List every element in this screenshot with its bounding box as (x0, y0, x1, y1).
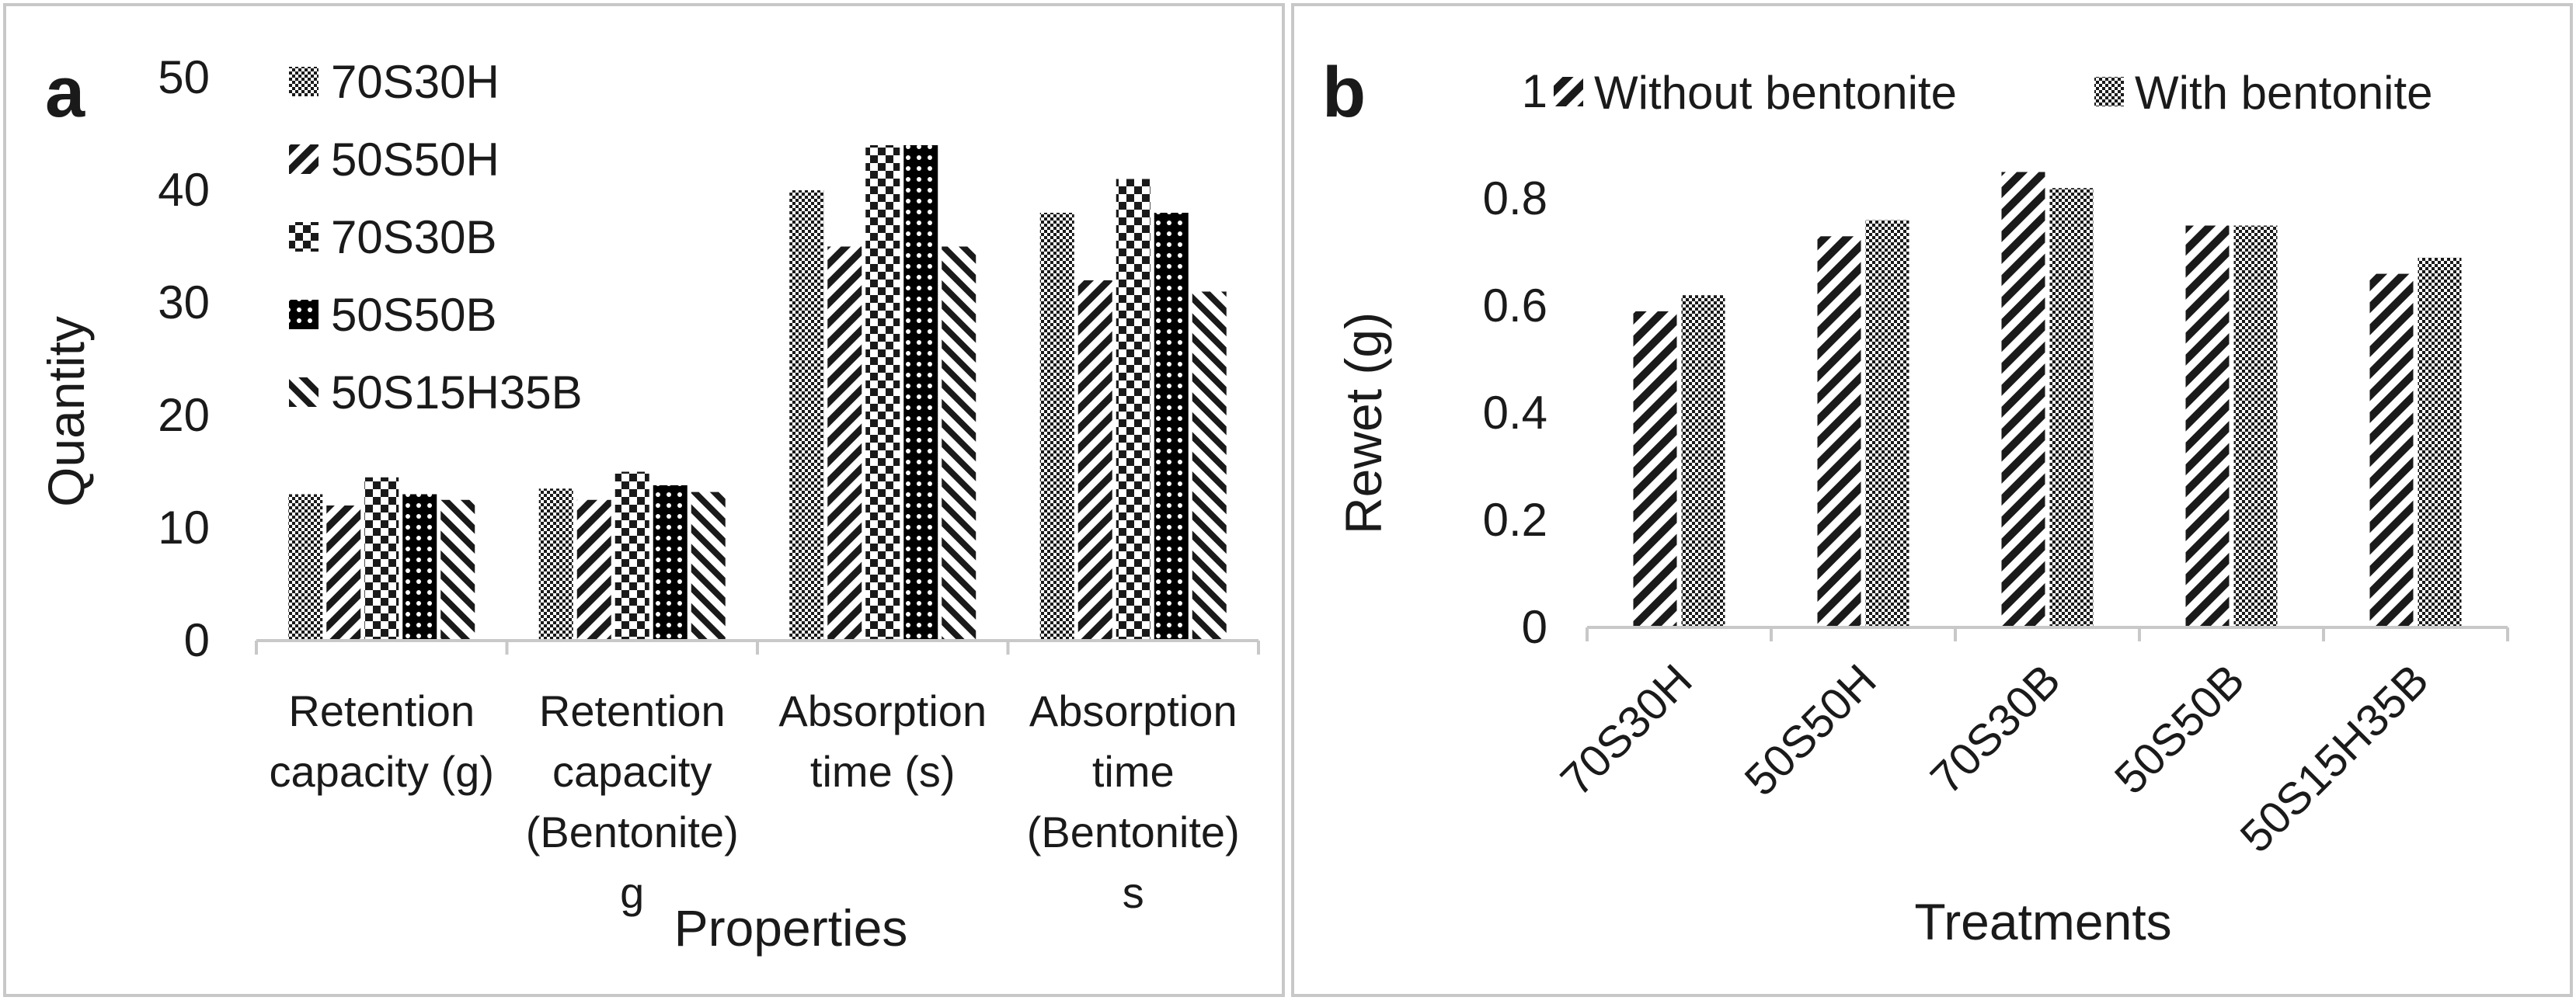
chart-panel-b: b 0 0.2 0.4 0.6 0.8 1 70S30H 50S50H 70S30B 50S50… (1288, 0, 2576, 1000)
panel-a-label: a (45, 53, 85, 132)
category-label: 70S30B (1921, 655, 2070, 804)
bar-50S50H-0 (326, 505, 361, 641)
legend-label: 50S15H35B (331, 367, 583, 419)
category-label: 50S50H (1735, 655, 1886, 805)
y-tick-label: 10 (158, 502, 210, 554)
category-label: 70S30H (1551, 655, 1702, 805)
bar-70S30H-1 (538, 488, 573, 641)
panel-b-label: b (1322, 53, 1366, 132)
category-label: 50S15H35B (2231, 655, 2438, 862)
bar-50S15H35B-3 (1192, 291, 1227, 641)
bar-Without bentonite-2 (2001, 172, 2045, 627)
chart-a-svg: a 0 10 20 30 40 50 Retention capacity (g) Reten… (3, 3, 1285, 997)
legend-label: 70S30H (331, 56, 500, 108)
legend-label: With bentonite (2135, 67, 2433, 119)
x-axis-title-b: Treatments (1914, 893, 2171, 950)
legend-swatch (1554, 77, 1583, 106)
y-tick-label: 20 (158, 389, 210, 441)
chart-panel-a: a 0 10 20 30 40 50 Retention capacity (g) Reten… (0, 0, 1288, 1000)
bar-70S30H-0 (288, 494, 323, 641)
y-tick-label: 0 (1522, 601, 1547, 653)
bar-50S50B-3 (1154, 213, 1189, 641)
bar-Without bentonite-0 (1633, 311, 1677, 627)
category-label: capacity (552, 747, 712, 796)
bar-50S15H35B-2 (942, 246, 976, 641)
category-label: g (620, 868, 644, 917)
category-label: 50S50B (2105, 655, 2254, 804)
y-tick-label: 30 (158, 276, 210, 328)
category-label: s (1123, 868, 1144, 917)
bar-50S50H-2 (827, 246, 862, 641)
category-label: Retention (539, 686, 726, 735)
category-label: capacity (g) (270, 747, 494, 796)
category-label: Absorption (1029, 686, 1238, 735)
bar-With bentonite-2 (2049, 188, 2094, 627)
legend-swatch (289, 222, 319, 252)
bar-50S15H35B-0 (440, 499, 475, 641)
bar-70S30B-3 (1116, 179, 1150, 641)
bar-Without bentonite-4 (2369, 273, 2414, 627)
bar-70S30B-1 (614, 471, 649, 641)
category-label: time (1092, 747, 1175, 796)
y-axis-title-b: Rewet (g) (1335, 312, 1392, 534)
bar-70S30B-0 (364, 477, 399, 641)
y-tick-label: 0 (184, 614, 210, 666)
chart-b-svg: b 0 0.2 0.4 0.6 0.8 1 70S30H 50S50H 70S30B 50S50… (1291, 3, 2573, 997)
category-label: (Bentonite) (1027, 808, 1240, 856)
bar-70S30H-2 (789, 190, 824, 641)
y-tick-label: 40 (158, 164, 210, 216)
legend-label: 70S30B (331, 211, 497, 263)
y-tick-label: 0.2 (1483, 494, 1547, 546)
category-label: (Bentonite) (526, 808, 739, 856)
bar-With bentonite-1 (1865, 220, 1909, 628)
bar-50S50B-1 (653, 485, 688, 641)
legend-label: 50S50H (331, 134, 500, 186)
y-tick-label: 0.8 (1483, 172, 1547, 224)
bar-With bentonite-0 (1681, 295, 1725, 627)
bar-50S50H-1 (576, 499, 611, 641)
bar-Without bentonite-1 (1817, 236, 1861, 627)
legend-label: 50S50B (331, 289, 497, 341)
legend-swatch (289, 144, 319, 174)
bar-50S50H-3 (1077, 280, 1112, 641)
bar-With bentonite-3 (2233, 225, 2278, 627)
category-label: Retention (288, 686, 475, 735)
bar-70S30B-2 (865, 145, 900, 641)
x-axis-title-a: Properties (674, 899, 908, 957)
bar-70S30H-3 (1039, 213, 1074, 641)
legend-swatch (289, 300, 319, 329)
bar-50S15H35B-1 (691, 492, 726, 641)
legend-swatch (289, 67, 319, 96)
bar-Without bentonite-3 (2185, 225, 2230, 627)
y-tick-label: 1 (1522, 65, 1547, 117)
panel-a-border (3, 3, 1285, 997)
y-tick-label: 0.6 (1483, 280, 1547, 332)
category-label: time (s) (810, 747, 956, 796)
legend-label: Without bentonite (1594, 67, 1957, 119)
panel-b-border (1291, 3, 2573, 997)
legend-swatch (289, 377, 319, 407)
y-axis-title-a: Quantity (37, 316, 95, 507)
y-tick-label: 0.4 (1483, 387, 1547, 439)
bar-50S50B-0 (402, 494, 437, 641)
legend-swatch (2094, 77, 2124, 106)
y-tick-label: 50 (158, 51, 210, 103)
category-label: Absorption (778, 686, 987, 735)
bar-With bentonite-4 (2418, 257, 2462, 627)
bar-50S50B-2 (903, 145, 938, 641)
